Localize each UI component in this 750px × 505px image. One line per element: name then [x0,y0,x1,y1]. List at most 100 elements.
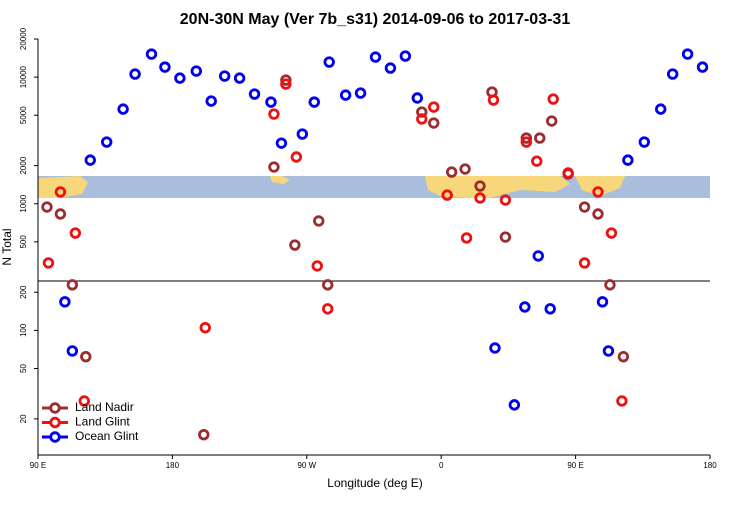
point [638,136,650,148]
point [199,321,211,334]
point [616,395,628,407]
y-tick-label: 20000 [19,27,28,50]
point [218,70,231,82]
point [399,50,412,62]
y-tick-label: 100 [19,323,28,337]
point [519,301,531,313]
point [474,180,486,192]
point [296,128,309,140]
y-tick-label: 500 [19,235,28,249]
point [280,78,292,90]
point [604,279,616,291]
y-tick-label: 2000 [19,156,28,174]
point [605,227,618,239]
point [205,95,217,107]
legend-marker [49,402,61,414]
point [54,208,67,220]
point [592,186,604,198]
point [520,132,533,144]
point [532,250,544,262]
point [145,48,158,60]
point [578,201,591,213]
point [275,137,288,149]
point [460,232,473,244]
point [602,345,615,357]
legend-label: Land Nadir [75,400,134,414]
map-strip [38,176,710,198]
point [41,201,53,213]
point [100,136,113,148]
point [323,56,335,68]
point [42,257,55,269]
legend-label: Ocean Glint [75,429,139,443]
point [508,399,521,411]
point [268,161,280,173]
point [190,65,202,77]
y-tick-label: 10000 [19,65,28,88]
point [290,151,303,163]
x-axis-label: Longitude (deg E) [327,476,422,490]
point [84,154,96,166]
chart-title: 20N-30N May (Ver 7b_s31) 2014-09-06 to 2… [180,11,571,28]
point [129,68,141,80]
x-tick-label: 90 E [567,461,583,470]
point [474,192,486,204]
point [59,296,71,308]
y-tick-label: 5000 [19,106,28,124]
point [544,303,556,315]
point [248,88,261,100]
point [322,303,334,315]
point [198,429,210,441]
point [117,103,129,115]
point [428,117,440,129]
point [354,87,367,99]
x-tick-label: 180 [166,461,180,470]
point [280,74,292,86]
point [159,61,171,73]
point [66,345,79,357]
point [441,189,453,201]
point [520,136,533,148]
point [622,154,634,166]
point [578,257,591,269]
point [54,186,67,198]
point [411,92,424,104]
point [339,89,352,101]
y-tick-label: 1000 [19,194,28,212]
point [322,279,334,291]
point [313,215,325,227]
point [78,395,90,407]
point [69,227,82,239]
point [596,296,609,308]
point [416,113,428,125]
point [459,163,471,175]
point [534,132,546,144]
point [546,115,558,127]
y-tick-label: 50 [19,363,28,372]
point [499,231,512,243]
point [547,93,559,105]
point [655,103,667,115]
x-tick-label: 90 E [30,461,46,470]
y-tick-label: 20 [19,414,28,423]
x-tick-label: 90 W [297,461,316,470]
point [265,96,277,108]
point [311,260,323,272]
legend-marker [49,431,61,443]
point [487,94,500,106]
point [531,155,543,167]
x-tick-label: 0 [439,461,444,470]
point [666,68,679,80]
y-tick-label: 200 [19,285,28,299]
legend-label: Land Glint [75,415,130,429]
point [592,208,604,220]
point [289,239,301,251]
point [268,108,280,120]
point [80,350,92,363]
point [499,194,512,206]
point [174,72,186,84]
point [489,342,501,354]
x-tick-label: 180 [703,461,717,470]
point [369,51,382,63]
